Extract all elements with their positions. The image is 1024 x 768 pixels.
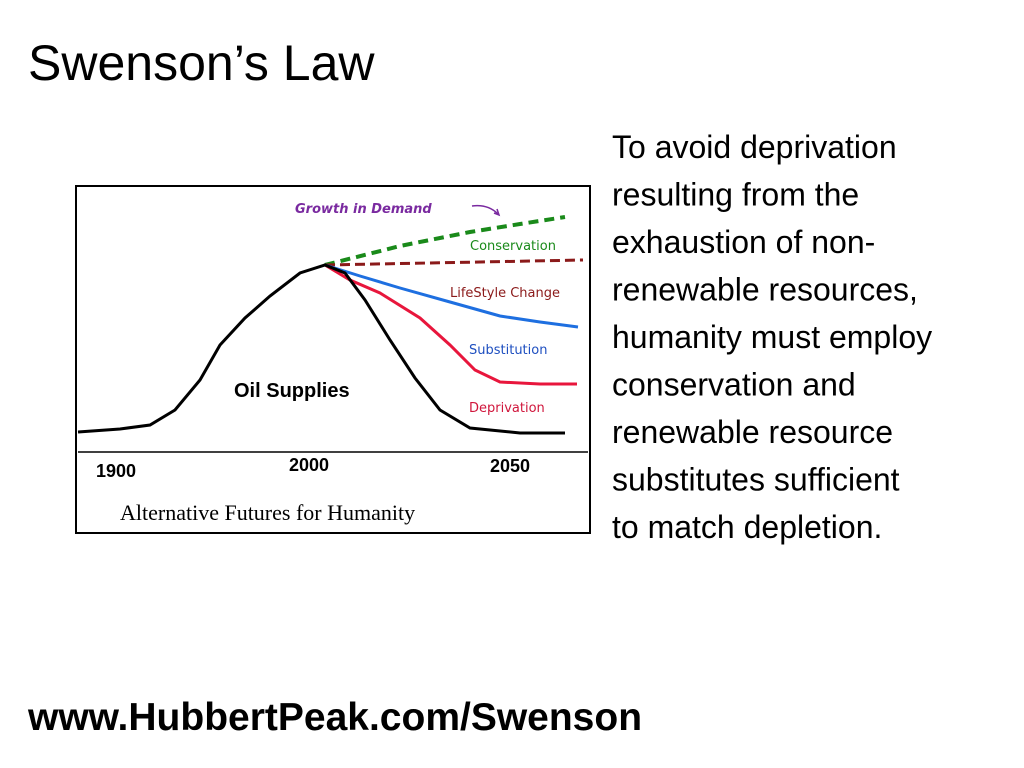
- body-line: renewable resources,: [612, 272, 918, 308]
- body-line: renewable resource: [612, 414, 893, 450]
- conservation-curve: [324, 215, 566, 267]
- footer-url: www.HubbertPeak.com/Swenson: [27, 696, 642, 739]
- body-line: substitutes sufficient: [612, 462, 900, 498]
- body-line: humanity must employ: [612, 319, 932, 355]
- axis-label: 2000: [289, 455, 329, 475]
- body-line: exhaustion of non-: [612, 224, 875, 260]
- body-line: To avoid deprivation: [612, 129, 897, 165]
- lifestyle-label: LifeStyle Change: [450, 286, 560, 301]
- figure-frame: [75, 185, 591, 534]
- deprivation-label: Deprivation: [469, 401, 545, 416]
- lifestyle-curve: [324, 258, 584, 267]
- body-line: to match depletion.: [612, 509, 882, 545]
- body-line: conservation and: [612, 367, 856, 403]
- growth-arrow: [471, 204, 499, 215]
- body-text: To avoid deprivation resulting from the ex…: [612, 129, 932, 545]
- oil-label: Oil Supplies: [234, 380, 350, 402]
- substitution-label: Substitution: [469, 343, 547, 358]
- deprivation-curve: [324, 263, 577, 386]
- conservation-label: Conservation: [470, 239, 556, 254]
- growth-label: Growth in Demand: [295, 202, 432, 217]
- figure-caption: Alternative Futures for Humanity: [120, 500, 415, 525]
- oil-supply-curve: [77, 263, 565, 435]
- slide-title: Swenson’s Law: [28, 35, 375, 91]
- growth-arrowhead: [493, 208, 501, 217]
- axis-label: 1900: [96, 461, 136, 481]
- axis-label: 2050: [490, 456, 530, 476]
- body-line: resulting from the: [612, 177, 859, 213]
- figure: Growth in Demand Conservation LifeStyle …: [75, 185, 591, 534]
- substitution-curve: [324, 263, 579, 329]
